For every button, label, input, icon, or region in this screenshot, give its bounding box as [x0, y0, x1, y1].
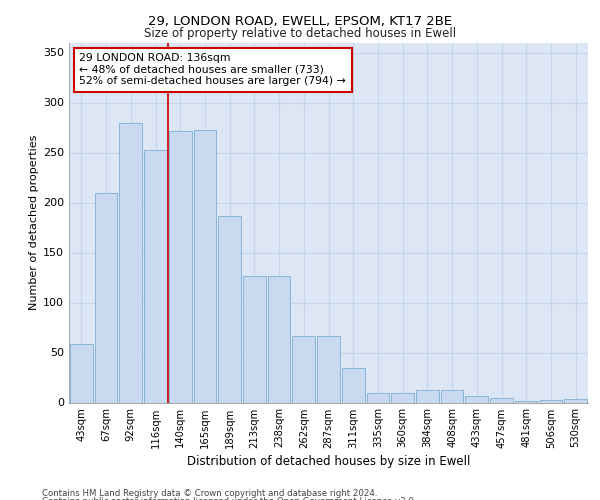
Bar — [466, 396, 488, 402]
Bar — [342, 368, 365, 402]
Bar — [292, 336, 315, 402]
Bar — [119, 122, 142, 402]
Bar — [70, 344, 93, 402]
Bar — [490, 398, 513, 402]
Bar — [95, 192, 118, 402]
Bar — [317, 336, 340, 402]
Bar — [391, 392, 414, 402]
Bar — [564, 398, 587, 402]
Bar — [169, 130, 191, 402]
Y-axis label: Number of detached properties: Number of detached properties — [29, 135, 39, 310]
Text: 29, LONDON ROAD, EWELL, EPSOM, KT17 2BE: 29, LONDON ROAD, EWELL, EPSOM, KT17 2BE — [148, 15, 452, 28]
Text: Contains public sector information licensed under the Open Government Licence v3: Contains public sector information licen… — [42, 498, 416, 500]
Bar — [194, 130, 216, 402]
Bar — [268, 276, 290, 402]
Text: Contains HM Land Registry data © Crown copyright and database right 2024.: Contains HM Land Registry data © Crown c… — [42, 488, 377, 498]
Bar — [243, 276, 266, 402]
Text: Size of property relative to detached houses in Ewell: Size of property relative to detached ho… — [144, 28, 456, 40]
Text: 29 LONDON ROAD: 136sqm
← 48% of detached houses are smaller (733)
52% of semi-de: 29 LONDON ROAD: 136sqm ← 48% of detached… — [79, 54, 346, 86]
Bar — [218, 216, 241, 402]
X-axis label: Distribution of detached houses by size in Ewell: Distribution of detached houses by size … — [187, 454, 470, 468]
Bar — [441, 390, 463, 402]
Bar — [539, 400, 562, 402]
Bar — [367, 392, 389, 402]
Bar — [416, 390, 439, 402]
Bar — [515, 400, 538, 402]
Bar — [144, 150, 167, 402]
